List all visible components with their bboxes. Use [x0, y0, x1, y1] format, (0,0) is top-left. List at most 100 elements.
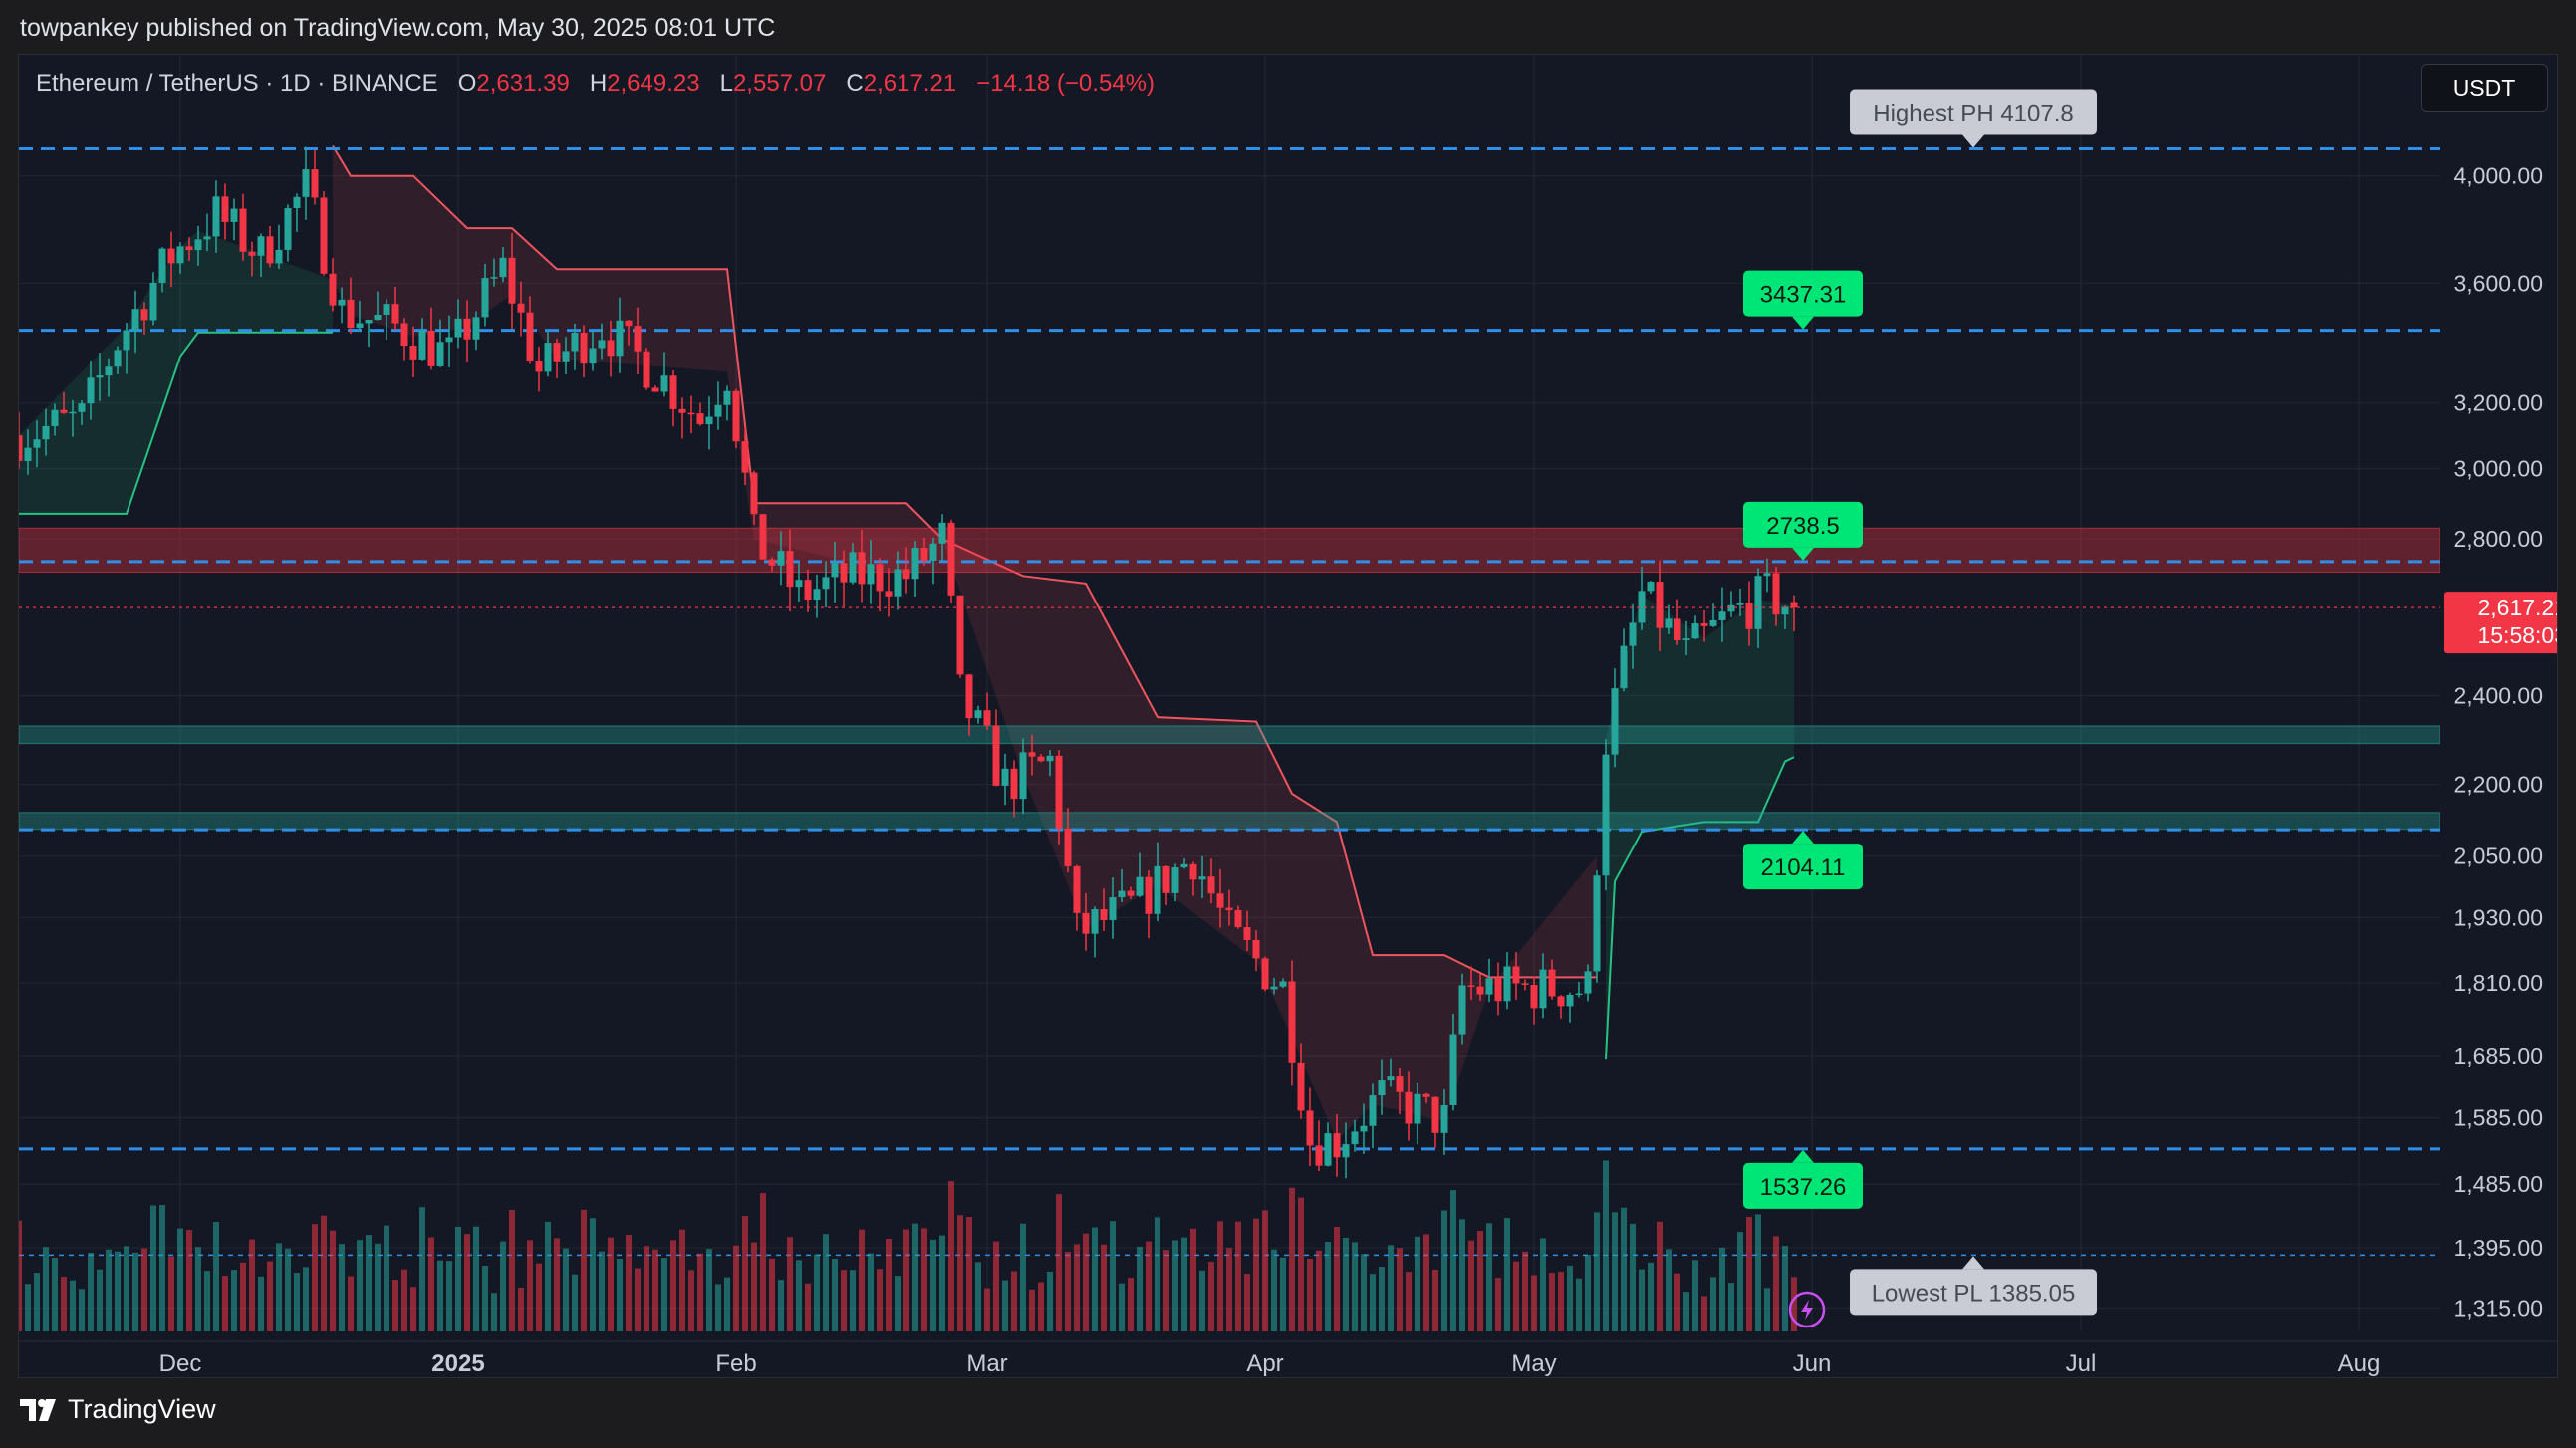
volume-bar [1603, 1160, 1609, 1331]
x-tick-label: Apr [1246, 1350, 1283, 1377]
current-price-badge [2444, 592, 2557, 654]
candle-body [1064, 828, 1072, 866]
annotation-text: Lowest PL 1385.05 [1872, 1280, 2076, 1307]
candle-body [1629, 622, 1637, 646]
candle-body [1001, 768, 1009, 786]
y-tick-label: 1,810.00 [2453, 970, 2543, 996]
annotation-text: 2104.11 [1761, 854, 1846, 881]
candle-body [1512, 966, 1520, 984]
volume-bar [410, 1287, 416, 1331]
chart-frame[interactable]: 4,000.00 3,600.00 3,200.00 3,000.00 2,800.00… [18, 54, 2558, 1378]
volume-bar [1074, 1244, 1080, 1331]
candle-body [1118, 890, 1126, 898]
volume-bar [796, 1260, 802, 1331]
candle-body [526, 312, 534, 362]
candle-body [732, 390, 740, 442]
candle-body [311, 169, 319, 198]
annotation-text: 1537.26 [1760, 1174, 1847, 1201]
volume-bar [814, 1254, 820, 1331]
tradingview-logo[interactable]: TradingView [20, 1394, 216, 1425]
volume-bar [1558, 1272, 1564, 1331]
currency-button[interactable]: USDT [2421, 64, 2548, 112]
candle-body [544, 343, 552, 372]
candle-body [598, 340, 606, 349]
candle-body [1665, 618, 1673, 628]
close-value: 2,617.21 [863, 70, 957, 97]
candle-body [535, 361, 543, 372]
candle-body [1369, 1095, 1377, 1126]
volume-bar [1576, 1278, 1582, 1331]
candle-body [96, 375, 104, 378]
x-tick-label: Aug [2338, 1350, 2381, 1377]
change-value: −14.18 (−0.54%) [976, 70, 1155, 97]
y-tick-label: 2,800.00 [2453, 526, 2543, 552]
lightning-icon-bolt [1801, 1300, 1813, 1320]
symbol-label[interactable]: Ethereum / TetherUS · 1D · BINANCE [36, 70, 438, 97]
candle-body [33, 439, 41, 448]
candle-body [1252, 939, 1260, 959]
candle-body [1494, 978, 1502, 1002]
candle-body [1674, 618, 1681, 641]
price-chart[interactable]: 4,000.00 3,600.00 3,200.00 3,000.00 2,800.00… [19, 55, 2558, 1378]
volume-bar [384, 1225, 389, 1331]
candle-body [1593, 875, 1601, 972]
annotation-box [1743, 844, 1863, 890]
candle-body [1781, 606, 1789, 615]
candle-body [1189, 863, 1197, 880]
volume-bar [1513, 1261, 1519, 1331]
volume-bar [563, 1248, 569, 1331]
candle-body [813, 589, 821, 601]
volume-bar [1316, 1250, 1322, 1331]
volume-bar [267, 1261, 273, 1331]
candle-body [1718, 611, 1726, 620]
candle-body [1566, 994, 1574, 1007]
candle-body [1530, 984, 1538, 1009]
candle-body [849, 552, 857, 583]
volume-bar [1415, 1236, 1420, 1331]
volume-bar [1764, 1288, 1770, 1331]
volume-bar [1280, 1257, 1286, 1331]
candle-body [239, 208, 247, 252]
volume-bar [652, 1249, 658, 1331]
candle-body [1109, 897, 1117, 920]
volume-bar [357, 1240, 363, 1331]
high-label: H [589, 70, 608, 97]
volume-bar [626, 1235, 632, 1331]
volume-bar [491, 1293, 497, 1331]
candle-body [929, 543, 937, 561]
volume-bar [850, 1270, 856, 1331]
candle-body [768, 559, 776, 566]
volume-bar [1657, 1221, 1663, 1331]
volume-bar [975, 1262, 981, 1331]
candle-body [616, 320, 624, 357]
y-tick-label: 1,930.00 [2453, 904, 2543, 930]
volume-bar [1477, 1230, 1483, 1331]
annotation-label: 1537.26 [1743, 1149, 1863, 1209]
candle-body [786, 551, 794, 588]
candle-body [858, 552, 866, 585]
volume-bar [1737, 1232, 1743, 1331]
volume-bar [670, 1240, 676, 1331]
candle-body [490, 277, 498, 279]
candle-body [885, 591, 893, 597]
volume-bar [868, 1253, 874, 1331]
candle-body [1405, 1091, 1413, 1124]
candle-body [454, 318, 462, 338]
volume-bar [1038, 1282, 1044, 1331]
candle-body [1037, 756, 1045, 762]
volume-bar [1522, 1251, 1528, 1331]
y-tick-label: 2,050.00 [2453, 844, 2543, 869]
candle-body [1028, 752, 1036, 757]
volume-bar [1397, 1248, 1403, 1331]
volume-bar [1146, 1241, 1152, 1331]
volume-bar [733, 1245, 739, 1331]
candle-body [508, 257, 516, 304]
volume-bar [1119, 1283, 1125, 1331]
candle-body [1162, 865, 1170, 893]
candle-body [203, 236, 211, 240]
candle-body [1548, 969, 1556, 997]
volume-bar [1217, 1221, 1223, 1331]
candle-body [400, 323, 408, 347]
candle-body [1055, 755, 1063, 829]
candle-body [42, 425, 50, 440]
